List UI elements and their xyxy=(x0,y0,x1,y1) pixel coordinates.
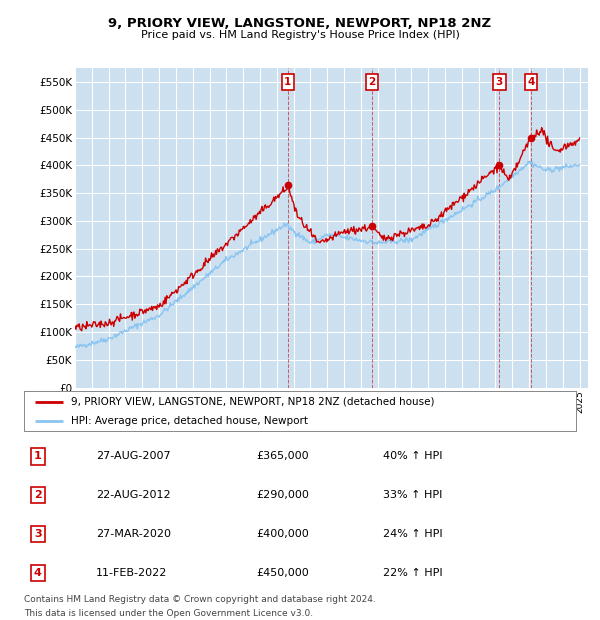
Text: 2: 2 xyxy=(34,490,41,500)
Text: 9, PRIORY VIEW, LANGSTONE, NEWPORT, NP18 2NZ (detached house): 9, PRIORY VIEW, LANGSTONE, NEWPORT, NP18… xyxy=(71,397,434,407)
Text: £365,000: £365,000 xyxy=(256,451,308,461)
Text: 11-FEB-2022: 11-FEB-2022 xyxy=(96,568,167,578)
Text: 27-AUG-2007: 27-AUG-2007 xyxy=(96,451,170,461)
Text: 9, PRIORY VIEW, LANGSTONE, NEWPORT, NP18 2NZ: 9, PRIORY VIEW, LANGSTONE, NEWPORT, NP18… xyxy=(109,17,491,30)
Text: Price paid vs. HM Land Registry's House Price Index (HPI): Price paid vs. HM Land Registry's House … xyxy=(140,30,460,40)
Text: 33% ↑ HPI: 33% ↑ HPI xyxy=(383,490,442,500)
Text: 27-MAR-2020: 27-MAR-2020 xyxy=(96,529,171,539)
Text: 22% ↑ HPI: 22% ↑ HPI xyxy=(383,568,442,578)
Text: 1: 1 xyxy=(34,451,41,461)
Text: 40% ↑ HPI: 40% ↑ HPI xyxy=(383,451,442,461)
Text: This data is licensed under the Open Government Licence v3.0.: This data is licensed under the Open Gov… xyxy=(24,609,313,618)
Text: £290,000: £290,000 xyxy=(256,490,309,500)
Text: 3: 3 xyxy=(496,77,503,87)
Text: 24% ↑ HPI: 24% ↑ HPI xyxy=(383,529,442,539)
Text: HPI: Average price, detached house, Newport: HPI: Average price, detached house, Newp… xyxy=(71,416,308,426)
Text: 3: 3 xyxy=(34,529,41,539)
Text: Contains HM Land Registry data © Crown copyright and database right 2024.: Contains HM Land Registry data © Crown c… xyxy=(24,595,376,604)
Text: 1: 1 xyxy=(284,77,292,87)
Text: 22-AUG-2012: 22-AUG-2012 xyxy=(96,490,170,500)
Text: 4: 4 xyxy=(34,568,42,578)
Text: 4: 4 xyxy=(527,77,535,87)
Text: £400,000: £400,000 xyxy=(256,529,308,539)
Text: 2: 2 xyxy=(368,77,376,87)
Text: £450,000: £450,000 xyxy=(256,568,308,578)
